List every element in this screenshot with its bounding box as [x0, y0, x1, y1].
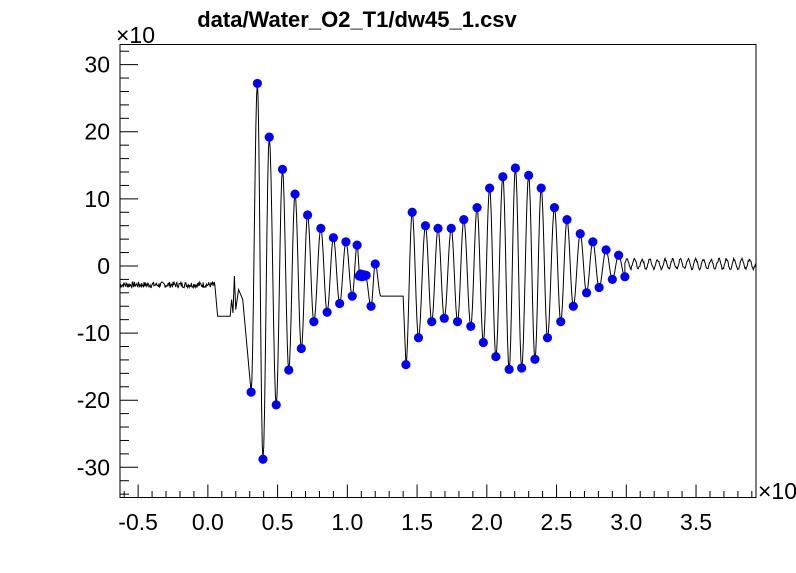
data-marker — [620, 272, 630, 282]
data-marker — [524, 170, 534, 180]
data-marker — [510, 163, 521, 173]
data-marker — [446, 223, 456, 233]
data-marker — [427, 317, 437, 327]
data-marker — [322, 307, 332, 317]
data-marker — [542, 333, 553, 343]
data-marker — [296, 343, 306, 354]
x-tick-label: 0.5 — [262, 509, 294, 535]
y-tick-label: 30 — [84, 52, 110, 78]
y-axis: -30 -20 -10 0 10 20 30 — [77, 50, 138, 495]
data-marker — [607, 274, 617, 284]
data-marker — [517, 363, 527, 373]
x-tick-label: 3.5 — [680, 509, 712, 535]
chart-title: data/Water_O2_T1/dw45_1.csv — [197, 7, 517, 32]
y-exponent-label: ×10 — [116, 22, 155, 48]
waveform-line — [119, 83, 756, 460]
data-marker — [452, 317, 463, 327]
y-tick-label: 10 — [84, 186, 110, 212]
plot-frame — [119, 44, 757, 498]
data-marker — [352, 240, 362, 250]
x-tick-label: 2.0 — [471, 509, 503, 535]
data-marker — [549, 202, 560, 213]
y-tick-label: 0 — [97, 253, 110, 279]
data-marker — [284, 365, 294, 375]
data-marker — [246, 387, 256, 397]
data-marker — [556, 317, 566, 327]
data-marker — [361, 270, 371, 280]
data-marker — [366, 301, 376, 311]
data-marker — [588, 237, 598, 247]
marker-layer — [246, 78, 630, 464]
data-marker — [439, 313, 449, 323]
data-marker — [433, 223, 443, 233]
waveform-layer — [119, 83, 756, 460]
data-marker — [341, 237, 351, 247]
data-marker — [581, 288, 592, 298]
y-tick-label: -10 — [77, 320, 110, 346]
x-axis: -0.5 0.0 0.5 1.0 1.5 2.0 2.5 3.0 3.5 — [118, 484, 753, 535]
data-marker — [420, 221, 431, 231]
data-marker — [575, 229, 585, 239]
data-marker — [614, 250, 624, 260]
data-marker — [370, 259, 380, 269]
data-marker — [347, 291, 357, 301]
data-marker — [328, 233, 338, 243]
data-marker — [271, 400, 281, 410]
y-tick-label: -30 — [77, 454, 110, 480]
x-tick-label: 0.0 — [192, 509, 224, 535]
data-marker — [316, 223, 326, 233]
data-marker — [407, 207, 417, 217]
data-marker — [459, 215, 469, 225]
x-tick-label: -0.5 — [118, 509, 158, 535]
data-marker — [568, 301, 578, 311]
data-marker — [252, 78, 262, 89]
data-marker — [530, 354, 540, 364]
data-marker — [401, 360, 411, 370]
y-tick-label: 20 — [84, 119, 110, 145]
data-marker — [562, 215, 572, 225]
data-marker — [594, 282, 604, 293]
data-marker — [478, 337, 488, 348]
x-exponent-label: ×10 — [758, 478, 796, 504]
data-marker — [504, 364, 514, 374]
x-tick-label: 3.0 — [610, 509, 642, 535]
data-marker — [491, 351, 501, 362]
x-tick-label: 2.5 — [541, 509, 573, 535]
data-marker — [264, 132, 274, 142]
data-marker — [498, 172, 508, 182]
data-marker — [335, 298, 345, 309]
data-marker — [309, 317, 319, 327]
data-marker — [258, 454, 268, 464]
data-marker — [601, 245, 611, 255]
data-marker — [485, 183, 495, 193]
data-marker — [302, 210, 313, 220]
data-marker — [466, 321, 476, 331]
x-tick-label: 1.0 — [331, 509, 363, 535]
data-marker — [277, 164, 288, 174]
data-marker — [536, 183, 546, 193]
plot-area — [119, 78, 756, 464]
data-marker — [472, 202, 482, 213]
data-marker — [290, 189, 300, 199]
x-tick-label: 1.5 — [401, 509, 433, 535]
data-marker — [413, 333, 424, 343]
y-tick-label: -20 — [77, 387, 110, 413]
